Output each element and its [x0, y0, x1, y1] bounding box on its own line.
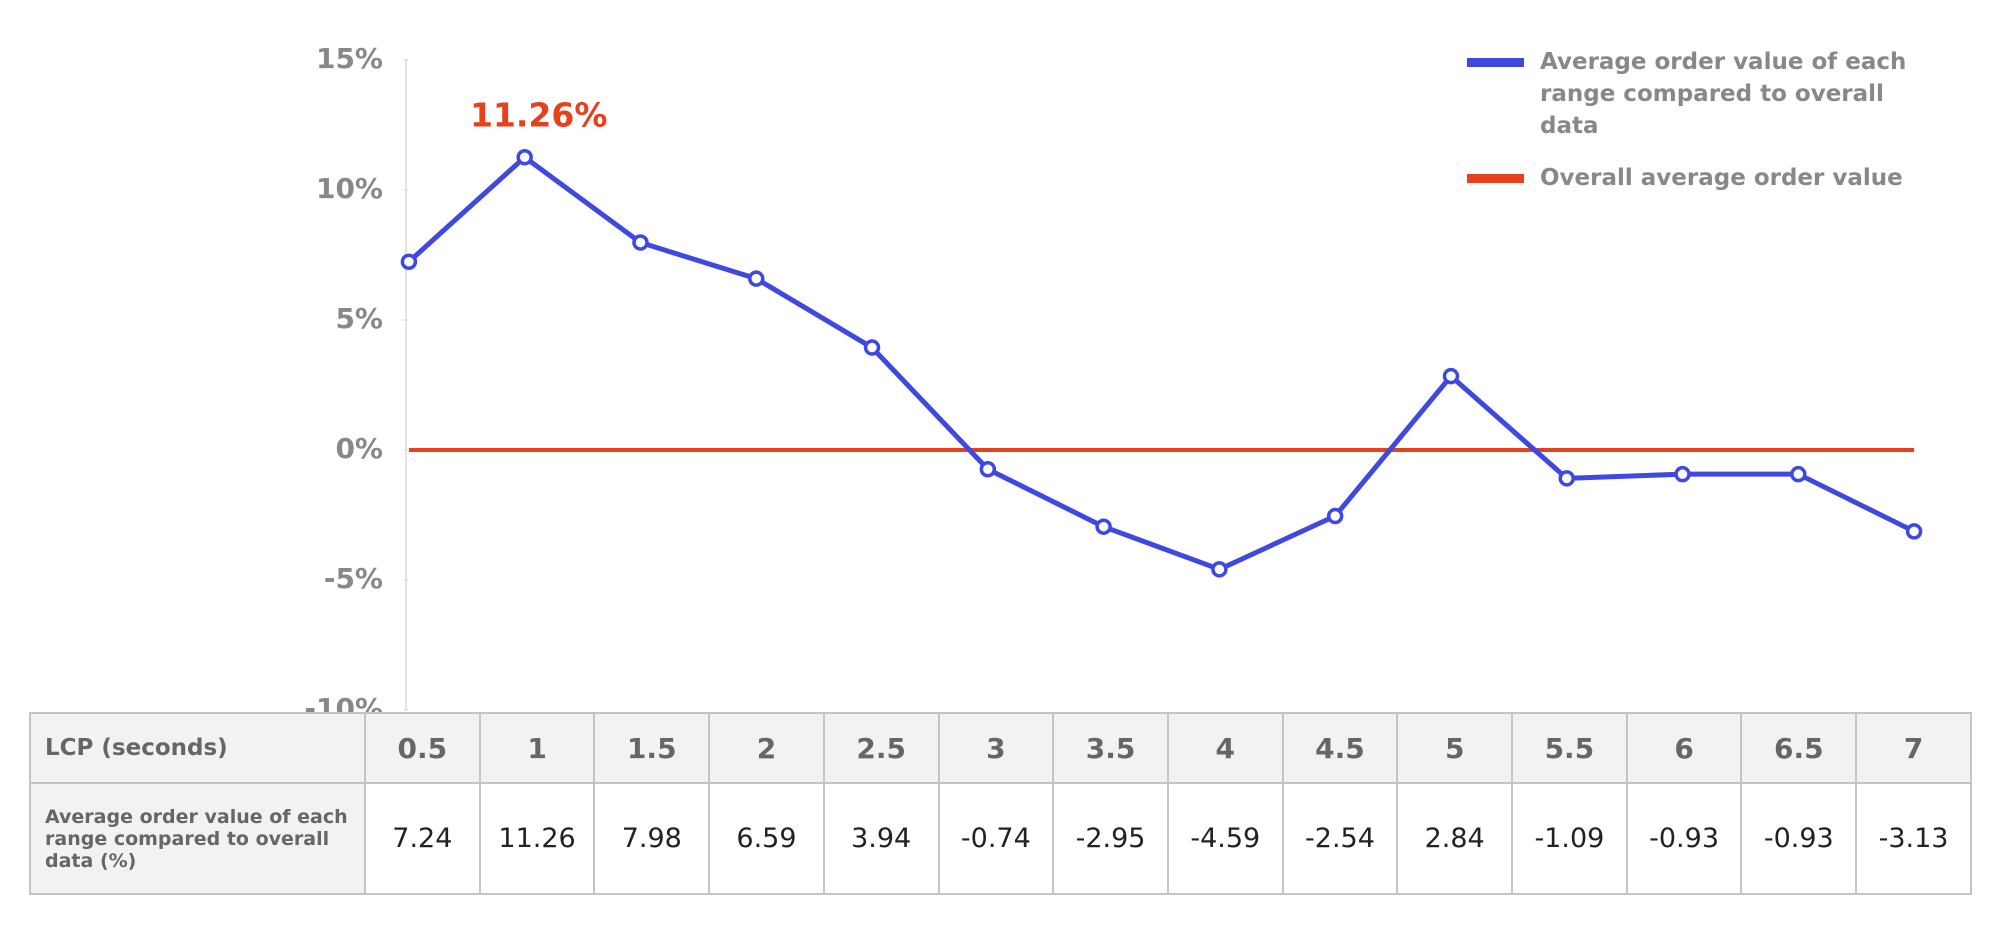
data-point	[1674, 465, 1691, 483]
data-point	[1790, 465, 1807, 483]
data-point	[1558, 470, 1575, 487]
x-axis-label: LCP (seconds)	[29, 712, 366, 784]
table-value: 3.94	[822, 782, 940, 895]
x-tick-label: 2	[708, 712, 825, 784]
table-header-row: LCP (seconds) 0.5 1 1.5 2 2.5 3 3.5 4 4.5 5 5.5 6 6.…	[29, 712, 1972, 784]
y-tick-label: 0%	[335, 432, 383, 465]
x-tick-label: 1.5	[593, 712, 711, 784]
table-value: 11.26	[478, 782, 596, 895]
x-tick-label: 2.5	[822, 712, 940, 784]
table-value: -0.74	[937, 782, 1055, 895]
data-point	[979, 460, 997, 478]
row-label: Average order value of each range compar…	[29, 782, 366, 895]
legend-label: Average order value of each range compar…	[1540, 49, 1907, 139]
table-value: 2.84	[1396, 782, 1514, 895]
data-point	[1442, 367, 1460, 385]
legend-label: Overall average order value	[1540, 165, 1903, 191]
legend-swatch	[1467, 58, 1524, 67]
data-point	[516, 148, 533, 166]
x-tick-label: 3	[937, 712, 1055, 784]
y-tick-label: 10%	[316, 172, 383, 205]
data-point	[400, 253, 418, 271]
data-point	[748, 270, 765, 287]
data-point	[632, 234, 649, 251]
legend-item: Overall average order value	[1467, 162, 1987, 194]
x-tick-label: 4	[1166, 712, 1284, 784]
x-tick-label: 6.5	[1740, 712, 1858, 784]
annotation: 11.26%	[470, 96, 607, 135]
table-value: -2.95	[1052, 782, 1169, 895]
data-point	[1905, 523, 1923, 540]
x-tick-label: 5	[1396, 712, 1514, 784]
table-value: -1.09	[1511, 782, 1628, 895]
y-tick-label: 15%	[316, 42, 383, 75]
legend-swatch	[1467, 174, 1524, 183]
x-tick-label: 3.5	[1052, 712, 1169, 784]
table-value: -0.93	[1740, 782, 1858, 895]
x-tick-label: 4.5	[1281, 712, 1399, 784]
legend: Average order value of each range compar…	[1467, 46, 1987, 214]
table-value: -0.93	[1625, 782, 1743, 895]
x-tick-label: 0.5	[364, 712, 481, 784]
x-tick-label: 6	[1625, 712, 1743, 784]
y-tick-label: -5%	[324, 562, 383, 595]
legend-item: Average order value of each range compar…	[1467, 46, 1987, 142]
table-value: -4.59	[1166, 782, 1284, 895]
table-value: 7.24	[364, 782, 481, 895]
x-tick-label: 5.5	[1511, 712, 1628, 784]
table-value-row: Average order value of each range compar…	[29, 782, 1972, 895]
chart: -10% -5% 0% 5% 10% 15% 11.26%	[304, 42, 1923, 712]
y-tick-label: -10%	[304, 692, 383, 712]
y-tick-label: 5%	[335, 302, 383, 335]
series-line	[407, 154, 1916, 572]
data-table: LCP (seconds) 0.5 1 1.5 2 2.5 3 3.5 4 4.5 5 5.5 6 6.…	[29, 712, 1972, 895]
table-value: 7.98	[593, 782, 711, 895]
table-value: -2.54	[1281, 782, 1399, 895]
data-point	[1211, 561, 1228, 578]
table-value: 6.59	[708, 782, 825, 895]
x-tick-label: 1	[478, 712, 596, 784]
table-value: -3.13	[1855, 782, 1972, 895]
data-point	[1326, 507, 1344, 525]
data-point	[1095, 518, 1112, 535]
x-tick-label: 7	[1855, 712, 1972, 784]
data-point	[863, 339, 881, 356]
